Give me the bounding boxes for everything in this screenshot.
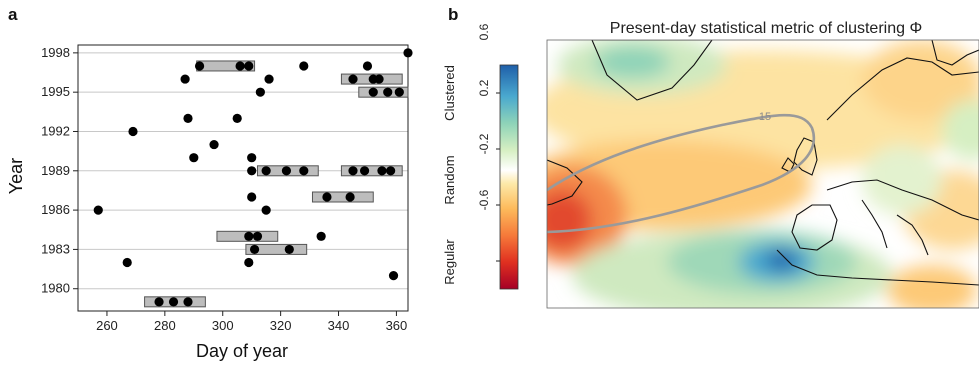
cluster-box xyxy=(245,243,308,255)
cluster-box xyxy=(311,191,374,203)
data-point xyxy=(128,126,138,137)
data-point xyxy=(247,153,257,163)
data-point xyxy=(232,113,242,123)
x-axis-label: Day of year xyxy=(196,341,288,361)
plot-frame xyxy=(77,44,409,312)
x-tick-label: 340 xyxy=(328,318,350,333)
clustering-map-field xyxy=(547,40,979,308)
data-point xyxy=(252,231,263,241)
x-tick-label: 260 xyxy=(96,318,118,333)
cluster-box xyxy=(340,165,403,177)
data-point xyxy=(244,231,254,241)
data-point xyxy=(264,74,274,84)
data-point xyxy=(359,166,370,176)
data-point xyxy=(284,244,294,255)
colorbar-label-random: Random xyxy=(442,155,457,204)
data-point xyxy=(374,74,384,84)
y-tick-label: 1983 xyxy=(41,241,70,256)
contour-label: 15 xyxy=(759,111,771,123)
panel-letter-a: a xyxy=(8,5,18,24)
data-point xyxy=(362,61,373,71)
data-point xyxy=(377,166,387,176)
data-point xyxy=(281,166,292,176)
data-point xyxy=(189,153,199,163)
data-point xyxy=(247,166,257,176)
data-point xyxy=(194,61,205,71)
data-point xyxy=(299,166,309,176)
clustering-map-svg: b Present-day statistical metric of clus… xyxy=(442,5,979,309)
colorbar-tick-label: 0.6 xyxy=(477,23,491,40)
y-tick-label: 1992 xyxy=(41,123,70,138)
data-point xyxy=(299,61,309,71)
data-point xyxy=(209,139,219,150)
data-point xyxy=(322,192,332,202)
colorbar-label-regular: Regular xyxy=(442,239,457,285)
colorbar xyxy=(499,64,519,290)
data-point xyxy=(348,74,358,84)
colorbar-tick-label: -0.2 xyxy=(477,133,491,154)
y-tick-label: 1989 xyxy=(41,163,70,178)
data-point xyxy=(394,87,404,97)
data-point xyxy=(244,257,254,268)
x-tick-label: 360 xyxy=(386,318,408,333)
data-point xyxy=(261,166,271,176)
data-point xyxy=(348,166,358,176)
data-point xyxy=(183,113,193,123)
data-point xyxy=(180,74,190,84)
y-tick-label: 1995 xyxy=(41,84,70,99)
x-tick-label: 300 xyxy=(212,318,234,333)
x-tick-label: 280 xyxy=(154,318,176,333)
data-point xyxy=(247,192,257,202)
data-point xyxy=(255,87,265,97)
panel-b-clustering-map: b Present-day statistical metric of clus… xyxy=(432,0,979,365)
y-tick-label: 1980 xyxy=(41,281,70,296)
data-point xyxy=(249,244,260,255)
data-point xyxy=(168,297,179,307)
map-frame xyxy=(546,39,979,309)
y-tick-label: 1986 xyxy=(41,202,70,217)
data-point xyxy=(154,297,164,307)
colorbar-tick-label: 0.2 xyxy=(477,79,491,96)
data-point xyxy=(345,192,355,202)
y-axis-label: Year xyxy=(6,158,26,194)
scatter-chart-svg: a 260 280 300 320 340 360 1980 1983 1986 1989 199… xyxy=(6,5,413,361)
colorbar-tick-label: -0.6 xyxy=(477,189,491,210)
map-title: Present-day statistical metric of cluste… xyxy=(610,20,922,37)
data-point xyxy=(383,87,393,97)
data-point xyxy=(244,61,254,71)
data-point xyxy=(122,257,132,268)
data-point xyxy=(261,205,271,215)
panel-letter-b: b xyxy=(448,5,458,24)
data-point xyxy=(403,48,413,58)
data-point xyxy=(386,166,396,176)
x-tick-label: 320 xyxy=(270,318,292,333)
data-point xyxy=(93,205,103,215)
data-point xyxy=(183,297,193,307)
data-point xyxy=(368,87,378,97)
panel-a-scatter-chart: a 260 280 300 320 340 360 1980 1983 1986 1989 199… xyxy=(0,0,420,365)
data-point xyxy=(388,271,399,281)
colorbar-label-clustered: Clustered xyxy=(442,65,457,121)
y-tick-label: 1998 xyxy=(41,45,70,60)
data-point xyxy=(235,61,245,71)
data-point xyxy=(316,231,326,241)
